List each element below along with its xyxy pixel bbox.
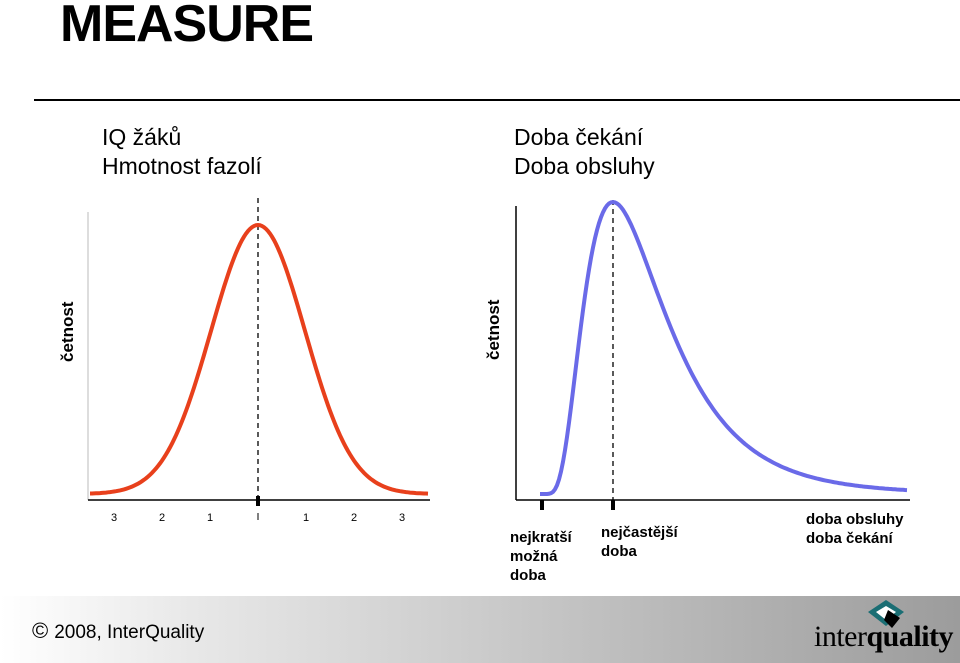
copyright-text: © 2008, InterQuality — [32, 618, 204, 644]
axis-end-line-1: doba obsluhy — [806, 511, 904, 528]
left-panel-labels: IQ žáků Hmotnost fazolí — [102, 123, 262, 181]
logo-text-bold: quality — [866, 620, 954, 653]
shortest-time-annotation: nejkratší možná doba — [510, 528, 572, 585]
distribution-charts: 3 2 1 1 2 3 — [87, 198, 910, 524]
left-tick-label: 1 — [303, 512, 309, 524]
left-label-2: Hmotnost fazolí — [102, 153, 262, 179]
mode-tick — [611, 500, 615, 510]
left-tick-label: 3 — [111, 512, 117, 524]
most-frequent-line-2: doba — [601, 543, 637, 560]
left-tick-label: 1 — [207, 512, 213, 524]
interquality-logo: interquality — [814, 598, 954, 660]
normal-curve — [90, 222, 429, 496]
axis-end-line-2: doba čekání — [806, 530, 893, 547]
logo-text-light: inter — [814, 620, 867, 653]
left-tick-labels: 3 2 1 1 2 3 — [111, 512, 405, 524]
copyright-icon: © — [32, 618, 49, 643]
right-panel-labels: Doba čekání Doba obsluhy — [514, 123, 655, 181]
left-mean-tick — [256, 496, 260, 506]
left-tick-label: 2 — [351, 512, 357, 524]
right-label-2: Doba obsluhy — [514, 153, 655, 179]
title-divider — [34, 99, 960, 101]
skewed-curve — [540, 199, 908, 496]
shortest-line-1: nejkratší — [510, 529, 572, 546]
axis-end-annotation: doba obsluhy doba čekání — [806, 510, 904, 548]
left-label-1: IQ žáků — [102, 124, 182, 150]
logo-diamond-icon — [868, 600, 904, 628]
copyright-label: 2008, InterQuality — [54, 622, 205, 643]
most-frequent-annotation: nejčastější doba — [601, 523, 678, 561]
footer: © 2008, InterQuality interquality — [0, 596, 960, 663]
logo-text: interquality — [814, 620, 954, 654]
shortest-time-tick — [540, 500, 544, 510]
left-tick-label: 2 — [159, 512, 165, 524]
right-label-1: Doba čekání — [514, 124, 644, 150]
most-frequent-line-1: nejčastější — [601, 524, 678, 541]
shortest-line-2: možná — [510, 548, 558, 565]
page-title: MEASURE — [60, 0, 314, 53]
left-tick-label: 3 — [399, 512, 405, 524]
shortest-line-3: doba — [510, 567, 546, 584]
